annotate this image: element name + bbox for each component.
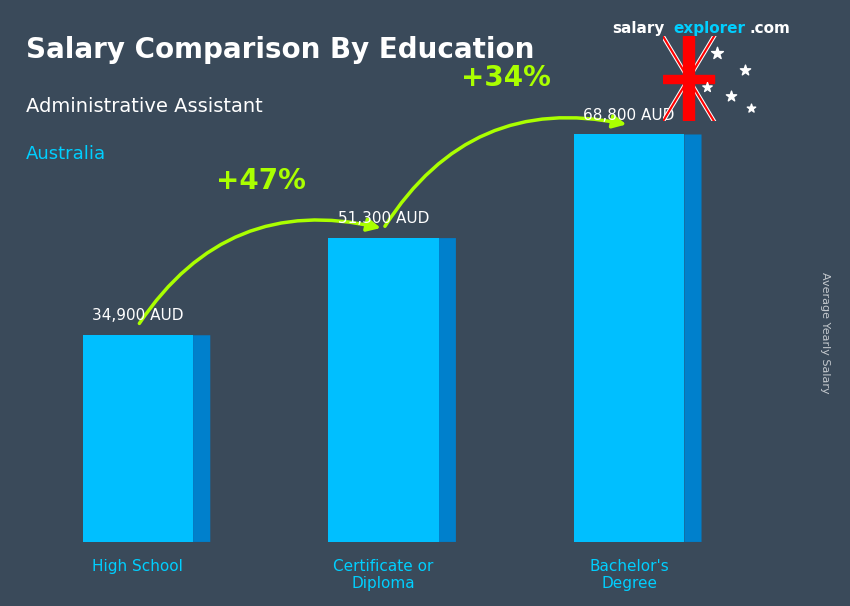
Text: Administrative Assistant: Administrative Assistant	[26, 97, 263, 116]
Point	[700, 82, 714, 92]
Point	[745, 104, 758, 113]
Text: .com: .com	[750, 21, 791, 36]
Text: salary: salary	[612, 21, 665, 36]
Text: Average Yearly Salary: Average Yearly Salary	[819, 273, 830, 394]
Text: Australia: Australia	[26, 145, 105, 164]
Polygon shape	[82, 335, 193, 542]
Text: 34,900 AUD: 34,900 AUD	[92, 308, 184, 324]
Text: Salary Comparison By Education: Salary Comparison By Education	[26, 36, 534, 64]
Point	[724, 91, 738, 101]
Text: 68,800 AUD: 68,800 AUD	[583, 108, 675, 122]
Bar	[663, 75, 714, 83]
Text: +34%: +34%	[462, 64, 551, 92]
Text: 51,300 AUD: 51,300 AUD	[337, 211, 429, 226]
Polygon shape	[574, 135, 684, 542]
Polygon shape	[439, 238, 456, 542]
Polygon shape	[193, 335, 210, 542]
Point	[711, 48, 724, 58]
Point	[738, 65, 751, 75]
Polygon shape	[328, 238, 439, 542]
Polygon shape	[684, 135, 701, 542]
Text: +47%: +47%	[216, 167, 305, 195]
Text: explorer: explorer	[673, 21, 745, 36]
Bar	[683, 36, 694, 121]
